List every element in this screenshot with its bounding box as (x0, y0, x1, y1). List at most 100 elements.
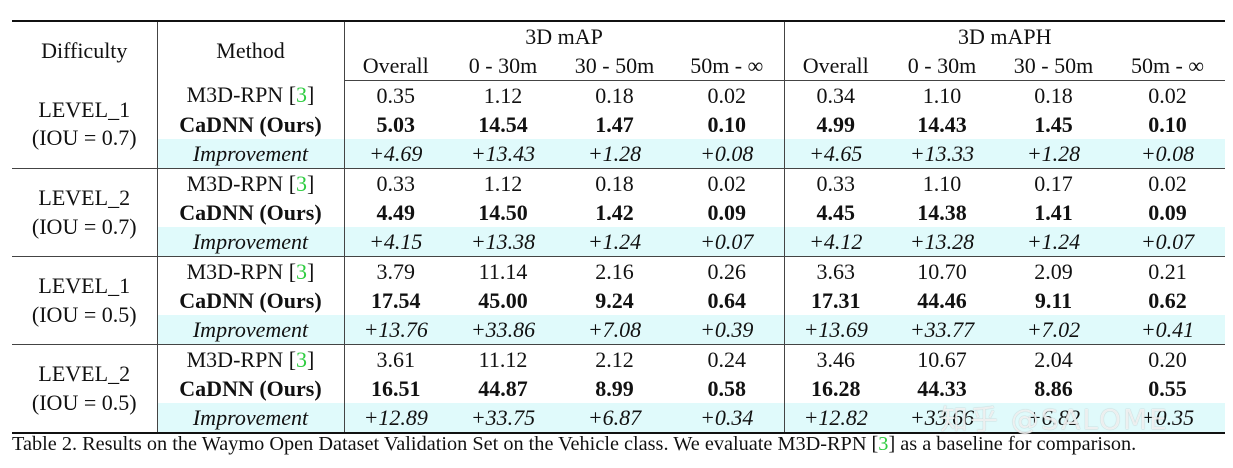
value-cell: 44.33 (917, 375, 967, 401)
method-name: M3D-RPN (186, 170, 284, 196)
method-name: CaDNN (Ours) (157, 374, 345, 403)
difficulty-iou: (IOU = 0.7) (31, 213, 137, 239)
table-row-baseline: LEVEL_1 (IOU = 0.7) M3D-RPN [3] 0.35 1.12 0.1… (12, 80, 1225, 169)
citation-link[interactable]: 3 (296, 170, 308, 196)
value-cell: 8.86 (1034, 375, 1073, 401)
value-cell: 0.55 (1148, 375, 1187, 401)
table-row-ours: CaDNN (Ours) 17.54 45.00 9.24 0.64 17.31 44.46… (12, 286, 1225, 315)
method-name: CaDNN (Ours) (157, 198, 345, 227)
method-name: M3D-RPN (186, 346, 284, 372)
improvement-value: +4.65 (784, 139, 887, 169)
improvement-value: +7.08 (559, 315, 670, 345)
improvement-value: +4.12 (784, 227, 887, 257)
value-cell: 0.10 (670, 110, 785, 139)
difficulty-cell: LEVEL_2 (IOU = 0.7) (12, 168, 158, 257)
value-cell: 0.58 (670, 374, 785, 403)
results-table: Difficulty Method 3D mAP 3D mAPH Overall… (12, 20, 1226, 434)
value-cell: 0.18 (595, 82, 634, 108)
header-group-3d-maph: 3D mAPH (958, 23, 1052, 49)
improvement-value: +7.02 (997, 315, 1110, 345)
value-cell: 4.99 (816, 111, 856, 137)
value-cell: 8.99 (595, 375, 634, 401)
value-cell: 2.16 (595, 258, 634, 284)
improvement-value: +0.08 (1110, 139, 1226, 169)
improvement-value: +6.87 (559, 403, 670, 433)
table-row-improvement: Improvement +12.89 +33.75 +6.87 +0.34 +12.82 +… (12, 403, 1226, 433)
difficulty-cell: LEVEL_1 (IOU = 0.5) (12, 256, 158, 345)
improvement-value: +12.89 (344, 403, 447, 433)
difficulty-iou: (IOU = 0.5) (31, 301, 137, 327)
header-col: 30 - 50m (559, 51, 670, 81)
table-row-baseline: LEVEL_1 (IOU = 0.5) M3D-RPN [3] 3.79 11.14 2.… (12, 256, 1225, 345)
value-cell: 14.54 (478, 111, 528, 137)
value-cell: 16.28 (811, 375, 861, 401)
value-cell: 1.12 (483, 82, 523, 108)
improvement-label: Improvement (157, 139, 345, 169)
citation-link[interactable]: 3 (296, 82, 308, 108)
header-col: Overall (784, 51, 887, 81)
table-row-ours: CaDNN (Ours) 4.49 14.50 1.42 0.09 4.45 14.38 1.… (12, 198, 1225, 227)
value-cell: 11.12 (478, 346, 528, 372)
improvement-value: +33.66 (887, 403, 997, 433)
improvement-value: +13.76 (344, 315, 447, 345)
improvement-value: +33.86 (447, 315, 559, 345)
method-name: CaDNN (Ours) (157, 110, 345, 139)
difficulty-level: LEVEL_1 (38, 96, 131, 122)
improvement-value: +4.15 (344, 227, 447, 257)
header-col: 0 - 30m (447, 51, 559, 81)
improvement-value: +1.24 (997, 227, 1110, 257)
value-cell: 0.64 (670, 286, 785, 315)
improvement-value: +12.82 (784, 403, 887, 433)
method-cell: M3D-RPN [3] (157, 80, 345, 110)
value-cell: 0.21 (1148, 258, 1187, 284)
value-cell: 1.12 (483, 170, 523, 196)
improvement-value: +13.69 (784, 315, 887, 345)
difficulty-cell: LEVEL_1 (IOU = 0.7) (12, 80, 158, 169)
value-cell: 0.18 (595, 170, 634, 196)
caption-text-suffix: ] as a baseline for comparison. (888, 433, 1137, 455)
table-row-improvement: Improvement +13.76 +33.86 +7.08 +0.39 +13.69 +… (12, 315, 1226, 345)
improvement-value: +13.43 (447, 139, 559, 169)
improvement-value: +1.28 (997, 139, 1110, 169)
value-cell: 1.45 (1034, 111, 1073, 137)
improvement-value: +0.08 (670, 139, 785, 169)
citation-link[interactable]: 3 (296, 258, 308, 284)
value-cell: 0.24 (670, 344, 785, 374)
improvement-value: +0.07 (670, 227, 785, 257)
value-cell: 0.02 (670, 80, 785, 110)
difficulty-level: LEVEL_2 (38, 184, 131, 210)
value-cell: 3.63 (816, 258, 856, 284)
value-cell: 0.09 (670, 198, 785, 227)
value-cell: 3.79 (376, 258, 416, 284)
table-header: Difficulty Method 3D mAP 3D mAPH Overall… (12, 21, 1226, 81)
improvement-value: +4.69 (344, 139, 447, 169)
caption-text: Table 2. Results on the Waymo Open Datas… (12, 433, 879, 455)
header-col: 30 - 50m (997, 51, 1110, 81)
value-cell: 0.18 (1034, 82, 1073, 108)
header-col: 50m - ∞ (1110, 51, 1226, 81)
result-group: LEVEL_1 (IOU = 0.7) M3D-RPN [3] 0.35 1.12 0.1… (12, 80, 1226, 169)
caption-citation-link[interactable]: 3 (878, 433, 889, 455)
value-cell: 2.12 (595, 346, 634, 372)
value-cell: 0.26 (670, 256, 785, 286)
method-name: M3D-RPN (186, 82, 284, 108)
value-cell: 0.34 (816, 82, 856, 108)
improvement-value: +0.34 (670, 403, 785, 433)
improvement-value: +0.39 (670, 315, 785, 345)
citation-link[interactable]: 3 (296, 346, 308, 372)
value-cell: 0.62 (1148, 287, 1187, 313)
value-cell: 44.87 (478, 375, 528, 401)
difficulty-iou: (IOU = 0.5) (31, 389, 137, 415)
value-cell: 45.00 (478, 287, 528, 313)
value-cell: 10.67 (917, 346, 967, 372)
improvement-value: +1.24 (559, 227, 670, 257)
value-cell: 14.38 (917, 199, 967, 225)
improvement-value: +0.07 (1110, 227, 1226, 257)
improvement-label: Improvement (157, 315, 345, 345)
value-cell: 0.20 (1148, 346, 1187, 372)
difficulty-cell: LEVEL_2 (IOU = 0.5) (12, 344, 158, 433)
value-cell: 0.10 (1148, 111, 1187, 137)
table-row-improvement: Improvement +4.69 +13.43 +1.28 +0.08 +4.65 +13… (12, 139, 1226, 169)
table-row-ours: CaDNN (Ours) 16.51 44.87 8.99 0.58 16.28 44.33… (12, 374, 1225, 403)
value-cell: 9.11 (1034, 287, 1073, 313)
